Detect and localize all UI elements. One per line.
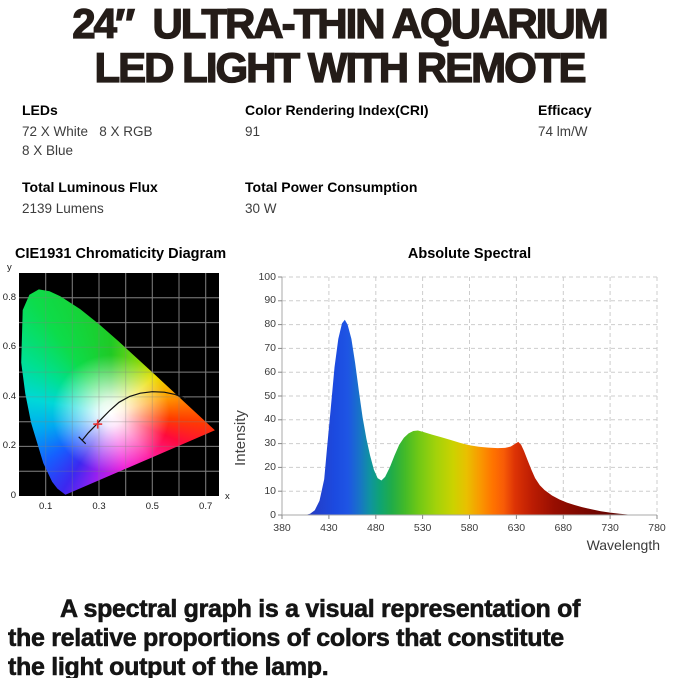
cie-x-tick-label: 0.7 <box>199 501 213 512</box>
spectral-y-tick-label: 90 <box>264 294 276 307</box>
spectral-plot: 0 10 20 30 40 50 60 70 80 90 100 380 430 480 530 580 630… <box>258 271 665 535</box>
footer-line2: the relative proportions of colors that … <box>8 624 565 653</box>
cie-y-tick-label: 0.8 <box>2 291 16 303</box>
spectral-x-axis-name: Wavelength <box>586 537 660 553</box>
spectral-x-tick-label: 380 <box>273 522 291 534</box>
spec-efficacy-value: 74 lm/W <box>538 124 588 139</box>
spectral-x-tick-label: 730 <box>601 522 619 534</box>
spec-leds: LEDs 72 X White 8 X RGB 8 X Blue <box>22 102 153 160</box>
spec-flux: Total Luminous Flux 2139 Lumens <box>22 179 158 219</box>
spec-flux-label: Total Luminous Flux <box>22 179 158 195</box>
planckian-locus <box>81 391 186 441</box>
spectral-curve <box>282 319 634 515</box>
spec-efficacy: Efficacy 74 lm/W <box>538 102 592 142</box>
spec-efficacy-label: Efficacy <box>538 102 592 118</box>
spectral-y-tick-label: 100 <box>258 270 276 283</box>
spectral-x-tick-label: 580 <box>460 522 479 534</box>
spectral-y-tick-label: 20 <box>264 460 276 473</box>
spec-power: Total Power Consumption 30 W <box>245 179 417 219</box>
spec-cri-value: 91 <box>245 124 261 139</box>
locus-end-bar <box>78 436 87 445</box>
product-title-line2: LED LIGHT WITH REMOTE <box>94 44 587 91</box>
cie-y-tick-label: 0.2 <box>2 440 16 452</box>
footer-line3: the light output of the lamp. <box>8 653 329 678</box>
spectral-y-tick-label: 0 <box>270 508 276 521</box>
cie-y-tick-label: 0.4 <box>2 390 16 402</box>
spec-leds-label: LEDs <box>22 102 58 118</box>
footer-description: A spectral graph is a visual representat… <box>8 595 674 678</box>
cie-x-tick-label: 0.3 <box>92 501 106 512</box>
spectral-x-tick-label: 780 <box>648 522 666 534</box>
cie-chart-title: CIE1931 Chromaticity Diagram <box>15 246 227 262</box>
cie-overlay <box>19 273 219 496</box>
spec-power-label: Total Power Consumption <box>245 179 418 195</box>
product-title-line1: 24″ ULTRA-THIN AQUARIUM <box>72 0 610 47</box>
spectral-y-axis-name: Intensity <box>232 410 249 466</box>
cie-y-axis-name: y <box>7 262 12 273</box>
spec-flux-value: 2139 Lumens <box>22 201 104 216</box>
spectral-y-tick-label: 60 <box>264 365 276 378</box>
cie-chromaticity-diagram: 0 0.2 0.4 0.6 0.8 0.1 0.3 0.5 0.7 y x <box>3 262 230 512</box>
cie-y-tick-label: 0.6 <box>2 341 16 353</box>
cie-x-tick-label: 0.5 <box>145 501 159 512</box>
spectral-x-tick-label: 530 <box>413 522 432 534</box>
spectral-svg <box>278 276 658 519</box>
spectral-chart-title: Absolute Spectral <box>407 246 532 262</box>
spectral-y-tick-label: 30 <box>264 437 276 450</box>
spectral-y-tick-label: 10 <box>264 484 276 497</box>
spectral-y-tick-label: 40 <box>264 413 276 426</box>
footer-line1: A spectral graph is a visual representat… <box>60 595 581 624</box>
cie-y-tick-label: 0 <box>10 490 16 501</box>
spec-power-value: 30 W <box>245 201 277 216</box>
spectral-x-tick-label: 630 <box>507 522 526 534</box>
spec-cri: Color Rendering Index(CRI) 91 <box>245 102 429 142</box>
spectral-y-tick-label: 70 <box>264 341 276 354</box>
spectral-x-tick-label: 680 <box>554 522 573 534</box>
cie-x-tick-label: 0.1 <box>39 501 53 512</box>
cie-x-axis-name: x <box>225 491 230 502</box>
spectral-x-tick-label: 480 <box>366 522 385 534</box>
title-block: 24″ ULTRA-THIN AQUARIUM LED LIGHT WITH R… <box>0 0 679 91</box>
spec-leds-value: 72 X White 8 X RGB 8 X Blue <box>22 124 153 158</box>
spectral-y-tick-label: 80 <box>264 318 276 331</box>
spectral-x-tick-label: 430 <box>320 522 338 534</box>
spec-cri-label: Color Rendering Index(CRI) <box>245 102 429 118</box>
spectral-y-tick-label: 50 <box>264 389 276 402</box>
